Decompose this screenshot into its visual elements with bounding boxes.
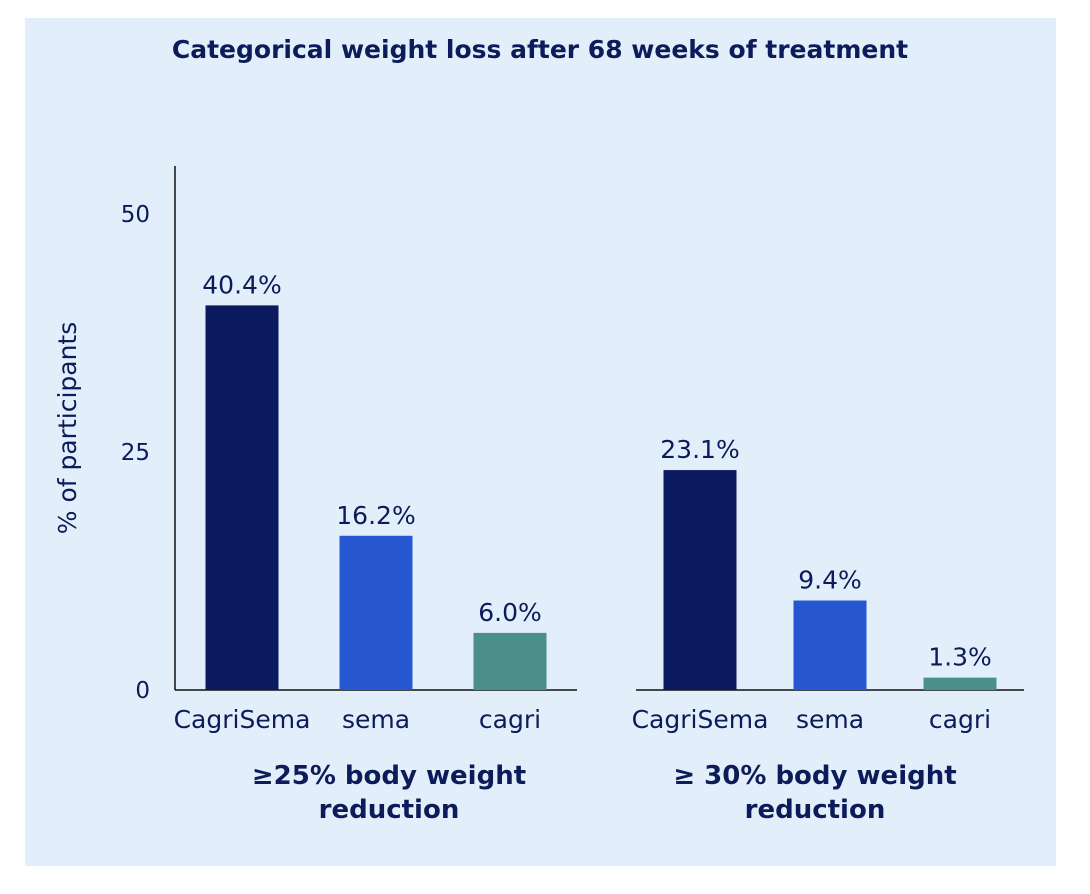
y-tick-label: 25: [121, 440, 150, 466]
chart-background: [25, 18, 1056, 866]
group-label: reduction: [319, 795, 460, 825]
bar-sema: [339, 535, 413, 690]
group-label: reduction: [745, 795, 886, 825]
group-label: ≥ 30% body weight: [673, 761, 956, 791]
x-tick-label: CagriSema: [174, 705, 311, 734]
x-tick-label: sema: [796, 705, 864, 734]
data-label: 40.4%: [202, 270, 281, 299]
x-tick-label: cagri: [929, 705, 991, 734]
bar-cagri: [923, 677, 997, 690]
x-tick-label: cagri: [479, 705, 541, 734]
y-tick-label: 50: [121, 202, 150, 228]
data-label: 6.0%: [478, 598, 542, 627]
bar-cagri: [473, 632, 547, 690]
group-label: ≥25% body weight: [252, 761, 526, 791]
data-label: 9.4%: [798, 566, 862, 595]
x-tick-label: sema: [342, 705, 410, 734]
bar-cagrisema: [205, 305, 279, 690]
bar-sema: [793, 600, 867, 690]
y-tick-label: 0: [135, 678, 150, 704]
data-label: 23.1%: [660, 435, 739, 464]
data-label: 1.3%: [928, 643, 992, 672]
data-label: 16.2%: [336, 501, 415, 530]
y-axis-label: % of participants: [53, 322, 82, 535]
chart-title: Categorical weight loss after 68 weeks o…: [172, 35, 908, 64]
bar-cagrisema: [663, 470, 737, 690]
x-tick-label: CagriSema: [632, 705, 769, 734]
